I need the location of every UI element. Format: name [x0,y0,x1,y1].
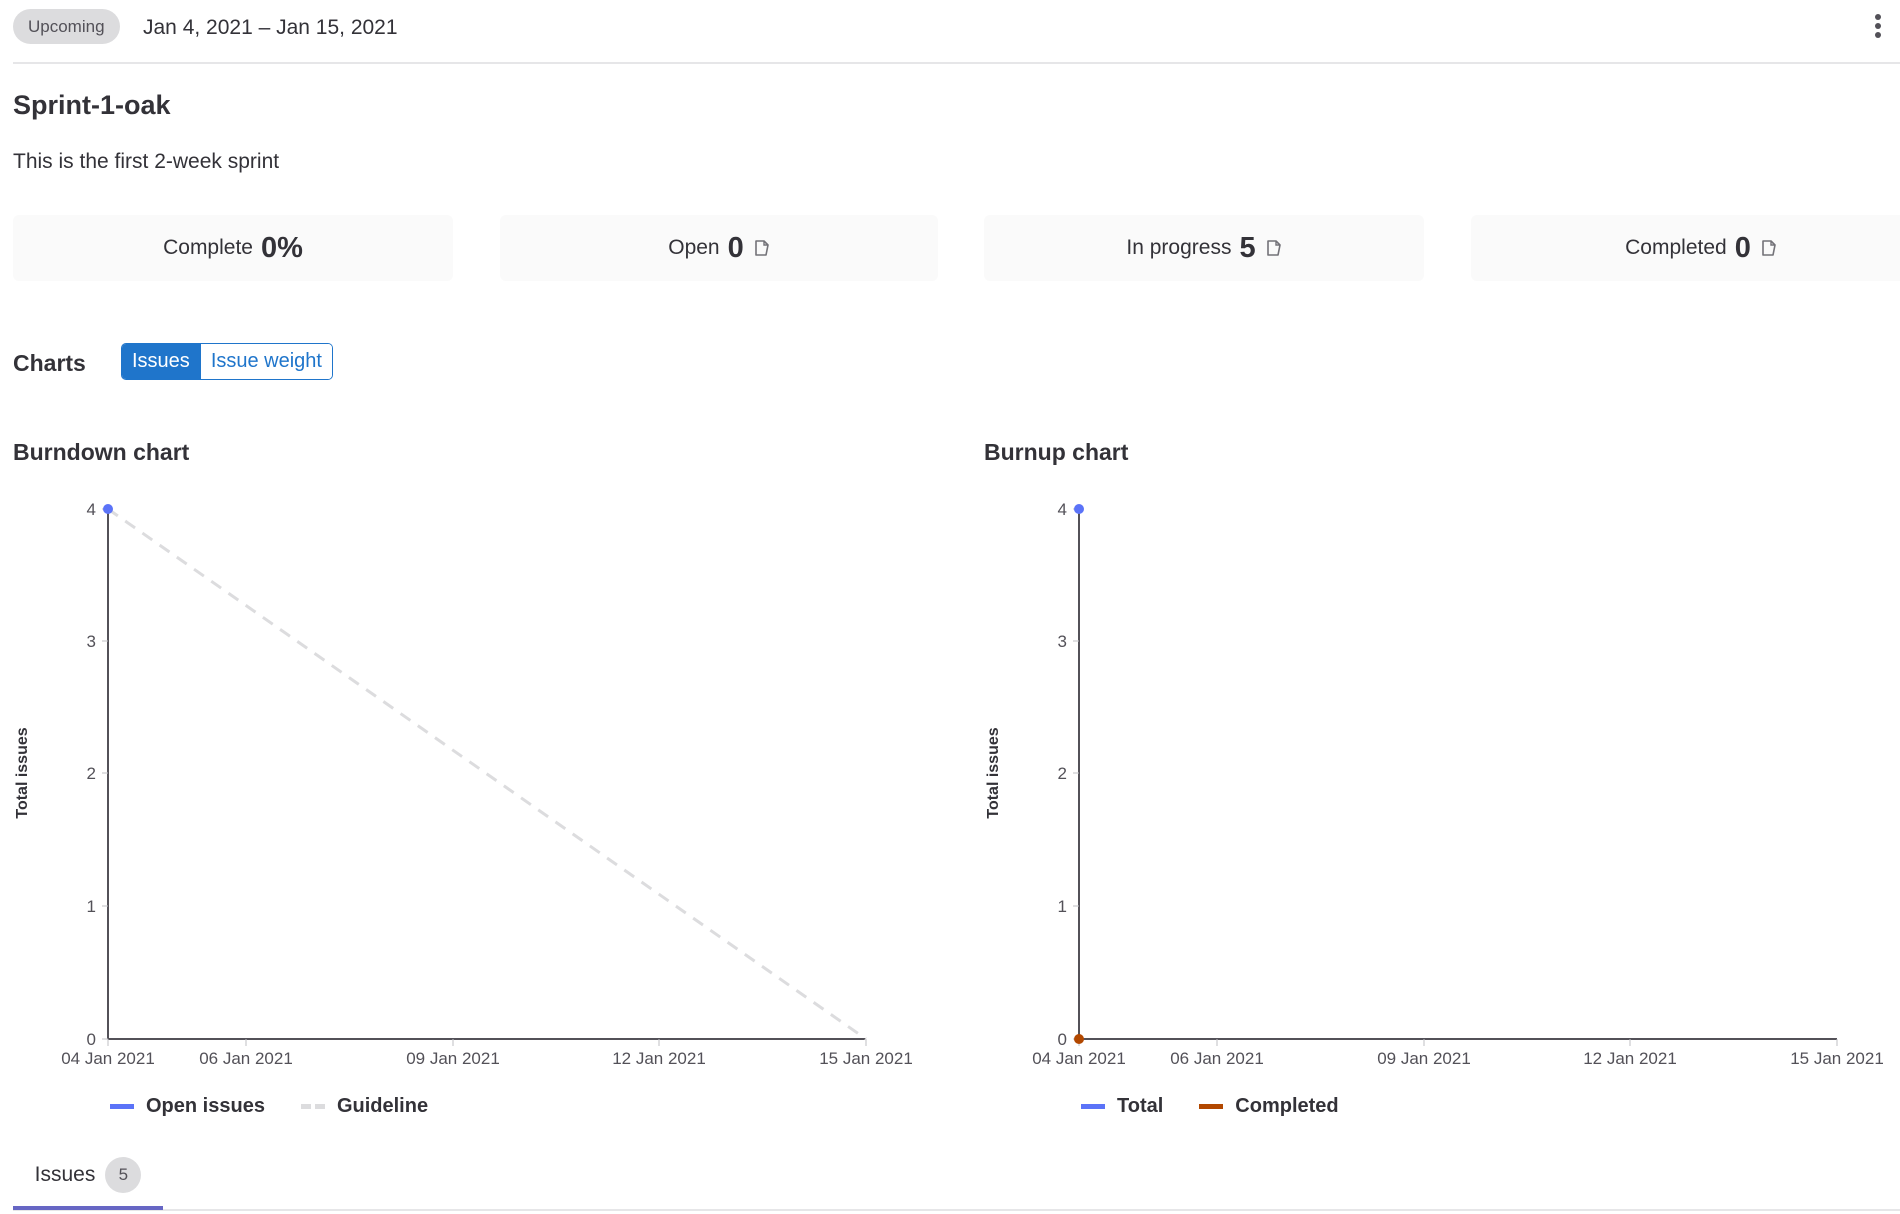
page-title: Sprint-1-oak [13,90,171,120]
legend-label: Completed [1235,1095,1339,1117]
legend-item-open-issues[interactable]: Open issues [110,1095,265,1118]
guideline-series [107,507,867,1041]
svg-text:2: 2 [87,764,96,783]
svg-text:1: 1 [87,897,96,916]
kebab-dot [1875,32,1881,38]
burnup-chart-title: Burnup chart [984,439,1129,465]
x-axis: 04 Jan 2021 06 Jan 2021 09 Jan 2021 12 J… [1032,1038,1884,1068]
legend-swatch-solid-icon [110,1104,134,1109]
stat-value: 0% [260,231,303,264]
stat-value: 0 [727,231,744,264]
svg-text:3: 3 [1058,632,1067,651]
y-axis-label: Total issues [985,727,1002,818]
stat-label: Open [668,236,720,259]
legend-swatch-dashed-icon [300,1104,325,1109]
toggle-issues[interactable]: Issues [122,344,200,379]
svg-text:06 Jan 2021: 06 Jan 2021 [199,1049,293,1068]
svg-text:0: 0 [1058,1030,1067,1049]
sprint-description: This is the first 2-week sprint [13,150,280,173]
header-divider [13,62,1900,64]
burndown-chart-title: Burndown chart [13,439,190,465]
kebab-vertical-icon [1875,14,1881,20]
stat-value: 5 [1239,231,1256,264]
y-axis: 4 3 2 1 0 [87,500,109,1049]
stat-card-in-progress: In progress 5 [984,215,1424,281]
stat-value: 0 [1734,231,1751,264]
open-issues-point[interactable] [103,504,113,514]
burndown-chart: Total issues 4 3 2 1 0 04 Jan 2021 06 Ja… [14,500,913,1068]
stat-card-complete: Complete 0% [13,215,453,281]
svg-text:1: 1 [1058,897,1067,916]
svg-text:06 Jan 2021: 06 Jan 2021 [1170,1049,1264,1068]
total-point[interactable] [1074,504,1084,514]
tab-issues[interactable]: Issues 5 [13,1143,163,1207]
stat-card-open: Open 0 [500,215,938,281]
svg-text:12 Jan 2021: 12 Jan 2021 [612,1049,706,1068]
legend-swatch-solid-icon [1199,1104,1224,1109]
legend-item-guideline[interactable]: Guideline [300,1095,429,1118]
charts-heading: Charts [13,350,86,376]
issues-icon [1266,240,1281,256]
svg-text:09 Jan 2021: 09 Jan 2021 [1377,1049,1471,1068]
burndown-legend: Open issues Guideline [110,1095,464,1118]
svg-text:3: 3 [87,632,96,651]
more-actions-button[interactable] [1870,12,1886,42]
stat-label: Complete [163,236,253,259]
svg-text:2: 2 [1058,764,1067,783]
legend-item-total[interactable]: Total [1081,1095,1163,1118]
x-axis: 04 Jan 2021 06 Jan 2021 09 Jan 2021 12 J… [61,1038,913,1068]
svg-text:15 Jan 2021: 15 Jan 2021 [1790,1049,1884,1068]
chart-type-toggle: Issues Issue weight [121,343,333,380]
y-axis: 4 3 2 1 0 [1058,500,1080,1049]
issues-icon [754,240,769,256]
active-tab-indicator [13,1206,163,1210]
svg-text:4: 4 [87,500,96,519]
legend-label: Open issues [146,1095,265,1117]
svg-text:09 Jan 2021: 09 Jan 2021 [406,1049,500,1068]
issues-icon [1762,240,1776,256]
stat-label: Completed [1625,236,1727,259]
completed-point[interactable] [1074,1034,1084,1044]
toggle-issue-weight[interactable]: Issue weight [199,344,332,379]
tabs-border [13,1209,1900,1211]
kebab-dot [1875,23,1881,29]
svg-text:15 Jan 2021: 15 Jan 2021 [819,1049,913,1068]
status-badge: Upcoming [13,9,120,44]
y-axis-label: Total issues [14,727,31,818]
date-range: Jan 4, 2021 – Jan 15, 2021 [143,16,398,39]
stat-label: In progress [1126,236,1232,259]
tab-count-badge: 5 [105,1157,142,1193]
stat-card-completed: Completed 0 [1471,215,1900,281]
legend-swatch-solid-icon [1081,1104,1105,1109]
svg-text:04 Jan 2021: 04 Jan 2021 [61,1049,155,1068]
burnup-chart: Total issues 4 3 2 1 0 04 Jan 2021 06 Ja… [985,500,1884,1068]
svg-text:4: 4 [1058,500,1067,519]
legend-item-completed[interactable]: Completed [1199,1095,1339,1118]
burnup-legend: Total Completed [1081,1095,1375,1118]
legend-label: Guideline [336,1095,429,1117]
tab-label: Issues [34,1163,96,1186]
svg-text:12 Jan 2021: 12 Jan 2021 [1583,1049,1677,1068]
svg-text:0: 0 [87,1030,96,1049]
svg-text:04 Jan 2021: 04 Jan 2021 [1032,1049,1126,1068]
legend-label: Total [1117,1095,1164,1117]
